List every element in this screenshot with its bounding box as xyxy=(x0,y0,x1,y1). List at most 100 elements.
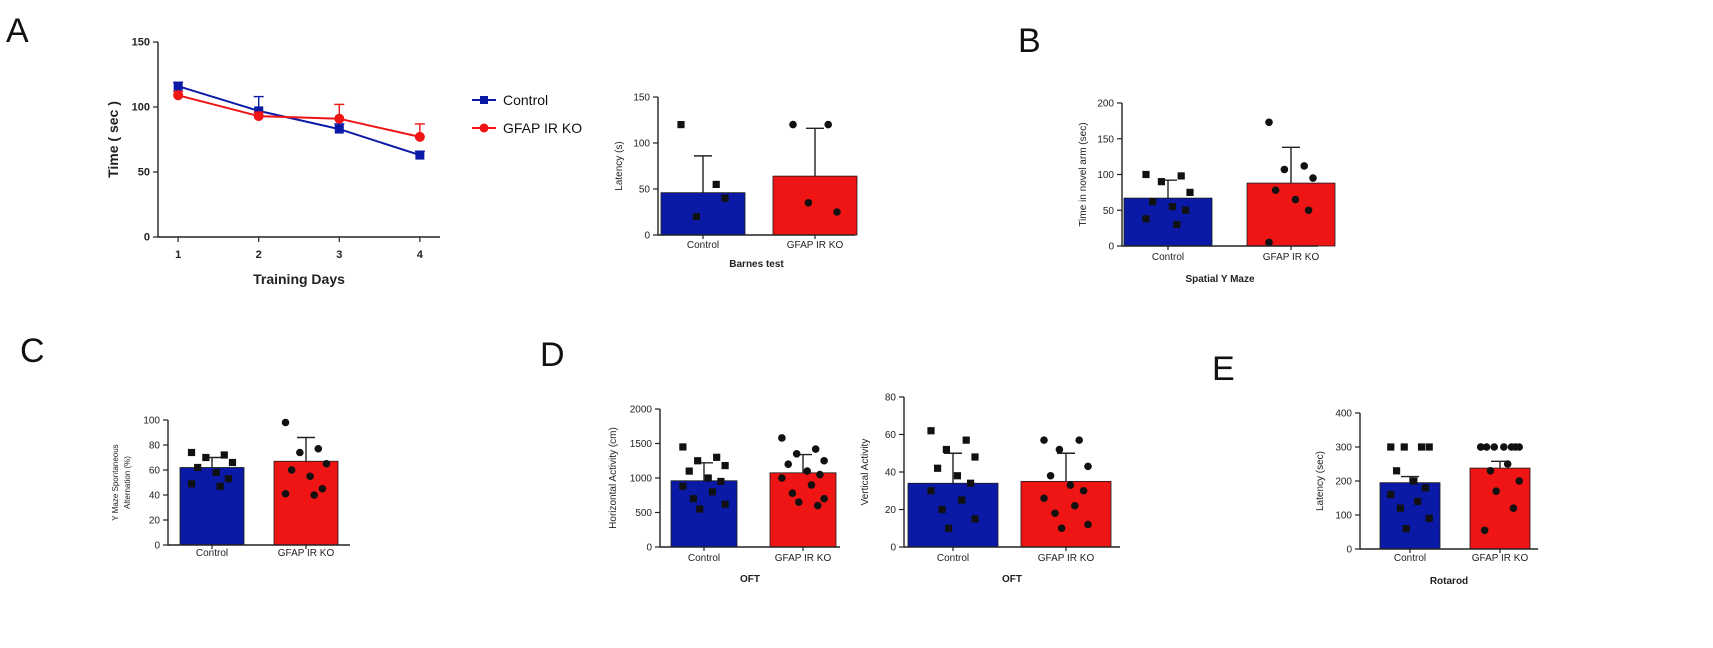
data-point-gfap-ir-ko xyxy=(1503,460,1512,468)
c-bar-y-axis-label: Y Maze Spontaneous Alternation (%) xyxy=(111,444,132,520)
data-point-control xyxy=(708,488,717,496)
data-point-gfap-ir-ko xyxy=(820,456,828,465)
data-point-gfap-ir-ko xyxy=(314,444,323,453)
category-label-gfap-ir-ko: GFAP IR KO xyxy=(787,240,844,251)
data-point-gfap-ir-ko xyxy=(816,470,824,479)
d-bar-vertical-y-tick-label: 60 xyxy=(885,430,897,441)
data-point-control xyxy=(194,463,202,472)
data-point-control xyxy=(1177,172,1185,180)
d-bar-horizontal-y-tick-label: 2000 xyxy=(630,405,653,416)
e-bar-y-tick-label: 400 xyxy=(1335,409,1352,420)
data-point-gfap-ir-ko xyxy=(306,472,314,481)
data-point-control xyxy=(704,474,712,482)
category-label-gfap-ir-ko: GFAP IR KO xyxy=(1038,553,1095,564)
data-point-gfap-ir-ko xyxy=(1055,445,1064,454)
d-bar-vertical-y-tick-label: 20 xyxy=(885,505,897,516)
data-point-control xyxy=(202,453,210,462)
bar-gfap-ir-ko xyxy=(772,175,858,236)
d-bar-horizontal-y-tick-label: 1000 xyxy=(630,474,653,485)
series-line-control xyxy=(177,85,421,157)
category-label-gfap-ir-ko: GFAP IR KO xyxy=(1472,553,1529,564)
bar-control xyxy=(179,467,245,546)
data-point-gfap-ir-ko xyxy=(824,120,832,129)
category-label-control: Control xyxy=(1152,252,1184,263)
a-line-y-tick-label: 0 xyxy=(144,232,150,244)
data-point-gfap-ir-ko xyxy=(1490,443,1499,451)
data-point-control xyxy=(958,496,966,504)
data-point-gfap-ir-ko xyxy=(281,489,290,498)
data-point-control xyxy=(1402,525,1410,533)
data-point-gfap-ir-ko xyxy=(1500,443,1508,451)
chart-e-bar: 0 100 200 300 400 Latency (sec) Control GFAP IR… xyxy=(1315,409,1538,587)
data-point-control xyxy=(694,457,702,465)
b-bar-y-tick-label: 0 xyxy=(1108,242,1114,253)
b-bar-x-axis-label: Spatial Y Maze xyxy=(1185,274,1255,285)
data-point-gfap-ir-ko xyxy=(1480,526,1489,535)
data-point-gfap-ir-ko xyxy=(1057,524,1066,533)
data-point-gfap-ir-ko xyxy=(1066,481,1075,489)
data-point-control xyxy=(717,477,725,486)
data-point-gfap-ir-ko xyxy=(792,450,801,458)
data-point-control xyxy=(187,448,196,457)
data-point-gfap-ir-ko xyxy=(811,445,820,453)
data-point-control xyxy=(938,505,946,514)
data-point-gfap-ir-ko xyxy=(1477,443,1485,451)
a-line-x-tick-label: 1 xyxy=(175,249,181,261)
data-point-control xyxy=(1387,443,1395,451)
d-bar-vertical-y-tick-label: 0 xyxy=(890,543,896,554)
data-point-gfap-ir-ko xyxy=(1079,486,1088,495)
data-point-gfap-ir-ko xyxy=(1515,477,1523,485)
data-point-gfap-ir-ko xyxy=(1486,467,1495,475)
e-bar-y-axis-label: Latency (sec) xyxy=(1315,451,1326,511)
d-bar-vertical-x-axis-label: OFT xyxy=(1002,574,1022,585)
b-bar-y-tick-label: 100 xyxy=(1097,170,1114,181)
chart-c-bar: 0 20 40 60 80 100 Y Maze Spontaneous Alternatio… xyxy=(111,416,350,559)
legend-control-label: Control xyxy=(503,92,548,108)
data-point-gfap-ir-ko xyxy=(1051,509,1059,518)
panel-letter-d: D xyxy=(540,336,565,374)
data-point-control xyxy=(334,124,344,134)
category-label-gfap-ir-ko: GFAP IR KO xyxy=(1263,252,1320,263)
data-point-gfap-ir-ko xyxy=(1084,462,1092,471)
data-point-control xyxy=(1182,206,1190,214)
d-bar-horizontal-y-tick-label: 500 xyxy=(635,508,652,519)
a-line-y-tick-label: 50 xyxy=(138,167,150,179)
data-point-control xyxy=(1142,170,1150,179)
data-point-control xyxy=(679,482,687,490)
data-point-control xyxy=(962,436,970,444)
a-bar-y-tick-label: 150 xyxy=(633,93,650,104)
chart-a-line: 0 50 100 150 Time ( sec ) 1 2 3 4 Training Days xyxy=(105,37,440,287)
b-bar-y-tick-label: 50 xyxy=(1103,206,1115,217)
panel-letter-b: B xyxy=(1018,22,1041,60)
panel-letter-e: E xyxy=(1212,350,1235,388)
a-bar-y-axis-label: Latency (s) xyxy=(614,141,625,190)
data-point-control xyxy=(1410,477,1418,485)
data-point-control xyxy=(953,472,961,480)
e-bar-y-tick-label: 300 xyxy=(1335,443,1352,454)
data-point-gfap-ir-ko xyxy=(1482,443,1491,451)
data-point-gfap-ir-ko xyxy=(1280,165,1289,174)
data-point-gfap-ir-ko xyxy=(287,466,296,474)
data-point-control xyxy=(1157,178,1165,186)
data-point-control xyxy=(696,505,704,513)
data-point-gfap-ir-ko xyxy=(807,481,816,489)
e-bar-y-tick-label: 100 xyxy=(1335,511,1352,522)
category-label-gfap-ir-ko: GFAP IR KO xyxy=(775,553,832,564)
data-point-gfap-ir-ko xyxy=(296,448,304,457)
a-bar-y-tick-label: 0 xyxy=(644,231,650,242)
a-line-x-axis-label: Training Days xyxy=(253,271,345,287)
data-point-control xyxy=(721,194,729,202)
c-bar-y-tick-label: 80 xyxy=(149,441,161,452)
data-point-control xyxy=(927,487,935,495)
data-point-control xyxy=(216,482,224,490)
bar-gfap-ir-ko xyxy=(273,460,339,546)
data-point-control xyxy=(685,467,693,475)
a-line-y-tick-label: 100 xyxy=(132,102,150,114)
data-point-gfap-ir-ko xyxy=(1492,487,1500,496)
data-point-control xyxy=(971,453,979,461)
data-point-gfap-ir-ko xyxy=(1304,206,1313,215)
data-point-control xyxy=(1417,443,1426,451)
e-bar-y-tick-label: 200 xyxy=(1335,477,1352,488)
data-point-gfap-ir-ko xyxy=(820,494,828,503)
